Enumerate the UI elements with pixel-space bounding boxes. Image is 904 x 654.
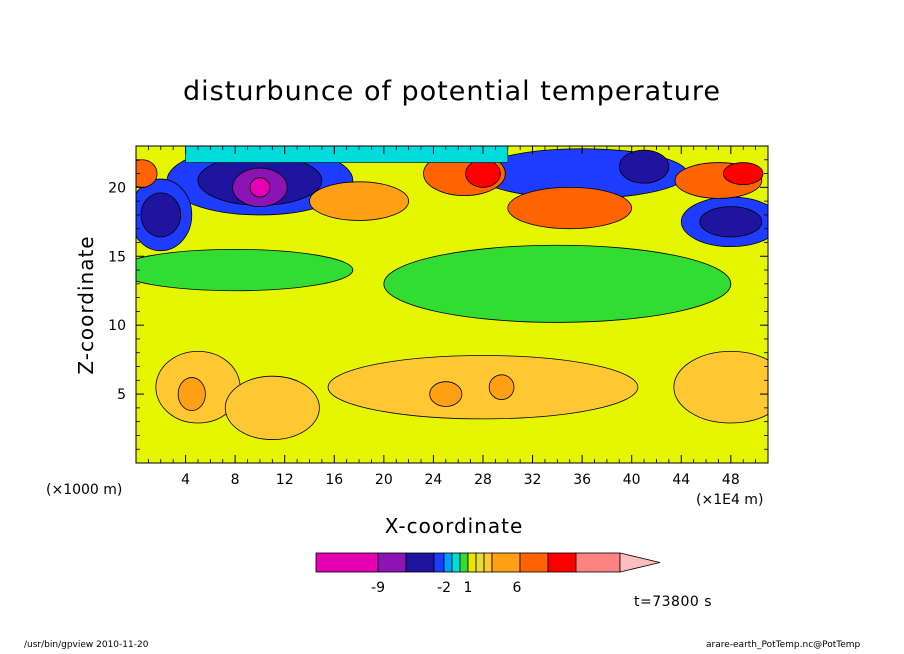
x-tick-label: 40 xyxy=(623,472,641,488)
x-tick-label: 32 xyxy=(524,472,542,488)
contour-region-green xyxy=(383,244,732,323)
x-tick-label: 36 xyxy=(573,472,591,488)
x-tick-label: 48 xyxy=(722,472,740,488)
colorbar-swatch xyxy=(405,552,435,573)
x-axis-label: X-coordinate xyxy=(384,514,524,538)
contour-region-orange xyxy=(177,377,206,412)
x-unit-label: (×1000 m) xyxy=(46,482,123,498)
colorbar: -9 -2 1 6 xyxy=(315,552,661,596)
colorbar-swatch xyxy=(491,552,521,573)
contour-region-orange-red xyxy=(136,159,158,188)
colorbar-swatch xyxy=(451,552,461,573)
colorbar-swatch xyxy=(547,552,577,573)
colorbar-swatch xyxy=(519,552,549,573)
contour-region-light-orange xyxy=(673,350,768,424)
colorbar-swatch xyxy=(467,552,477,573)
contour-region-green xyxy=(136,248,354,292)
colorbar-arrow xyxy=(619,552,661,573)
contour-region-light-orange xyxy=(327,355,639,420)
contour-region-orange xyxy=(429,381,463,407)
chart-title: disturbunce of potential temperature xyxy=(183,76,721,107)
colorbar-swatch xyxy=(443,552,453,573)
plot-area xyxy=(136,146,768,463)
colorbar-swatch xyxy=(315,552,379,573)
colorbar-swatch xyxy=(377,552,407,573)
y-tick-label: 20 xyxy=(108,180,126,196)
contour-region-dark-blue xyxy=(699,206,763,238)
colorbar-swatch xyxy=(433,552,445,573)
x-tick-label: 12 xyxy=(276,472,294,488)
footer-command: /usr/bin/gpview 2010-11-20 xyxy=(24,640,149,650)
contour-region-dark-blue xyxy=(140,192,182,238)
contour-region-red xyxy=(465,159,501,188)
x-tick-label: 28 xyxy=(474,472,492,488)
y-tick-label: 5 xyxy=(117,387,126,403)
contour-region-light-orange xyxy=(224,375,320,440)
footer-source: arare-earth_PotTemp.nc@PotTemp xyxy=(706,640,861,650)
x-tick-label: 4 xyxy=(181,472,190,488)
y-unit-label: (×1E4 m) xyxy=(696,492,764,508)
x-tick-label: 20 xyxy=(375,472,393,488)
time-label: t=73800 s xyxy=(634,594,712,610)
contour-region-magenta xyxy=(249,177,271,198)
y-axis-label: Z-coordinate xyxy=(74,235,98,375)
contour-region-dark-blue xyxy=(618,149,670,184)
plot-frame xyxy=(135,145,769,464)
contour-region-orange xyxy=(309,181,410,221)
colorbar-label: -2 xyxy=(437,580,451,596)
contour-region-red xyxy=(722,162,764,185)
colorbar-swatch xyxy=(475,552,485,573)
x-tick-label: 44 xyxy=(672,472,690,488)
contour-region-orange xyxy=(488,374,515,400)
colorbar-label: 6 xyxy=(513,580,522,596)
contour-region-orange-red xyxy=(507,186,633,230)
colorbar-label: -9 xyxy=(371,580,385,596)
y-tick-label: 10 xyxy=(108,318,126,334)
colorbar-swatch xyxy=(483,552,493,573)
colorbar-swatch xyxy=(575,552,621,573)
colorbar-swatch xyxy=(459,552,469,573)
x-tick-label: 16 xyxy=(325,472,343,488)
contour-region-cyan xyxy=(185,146,509,163)
colorbar-label: 1 xyxy=(464,580,473,596)
x-tick-label: 8 xyxy=(231,472,240,488)
y-tick-label: 15 xyxy=(108,249,126,265)
x-tick-label: 24 xyxy=(424,472,442,488)
